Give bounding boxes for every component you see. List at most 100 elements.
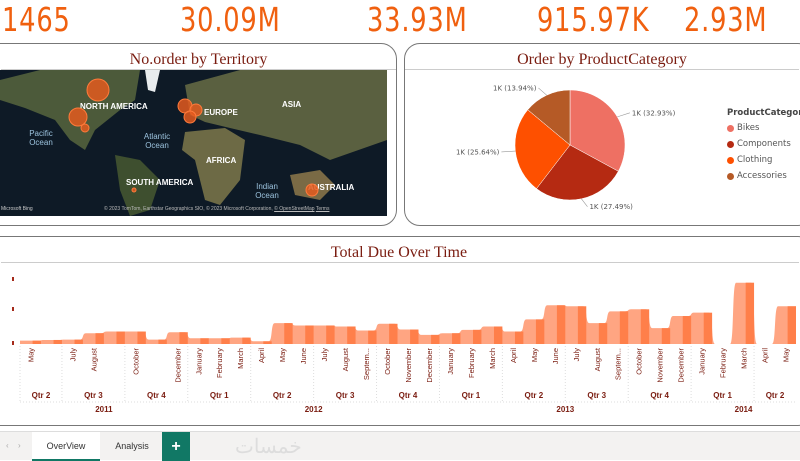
month-tick-label: December [677, 348, 686, 383]
area-point-2012-January[interactable] [200, 338, 209, 344]
area-point-2011-m6[interactable] [158, 339, 167, 344]
month-tick-label: February [215, 348, 224, 378]
label-europe: EUROPE [204, 108, 238, 117]
month-tick-label: April [257, 348, 266, 363]
quarter-label: Qtr 3 [587, 391, 606, 400]
area-point-2012-March[interactable] [242, 337, 251, 344]
bubble [86, 78, 110, 102]
area-point-2013-July[interactable] [577, 306, 587, 344]
area-point-2013-April[interactable] [514, 331, 524, 344]
watermark: خمسات [235, 436, 302, 458]
area-point-2012-April[interactable] [263, 341, 272, 344]
area-chart[interactable]: May July August October December January Febru… [0, 240, 800, 420]
legend-label: Bikes [737, 123, 760, 133]
prev-page-icon[interactable]: ‹ [6, 441, 9, 450]
pie-data-label: 1K (32.93%) [632, 109, 676, 117]
area-point-2012-November[interactable] [410, 329, 419, 344]
kpi-order-count: 1465 [2, 0, 71, 39]
bubble [305, 183, 319, 197]
pie-chart[interactable]: 1K (32.93%) 1K (27.49%) 1K (25.64%) 1K (13.… [405, 69, 705, 229]
territory-map[interactable]: NORTH AMERICA EUROPE ASIA AFRICA SOUTH A… [0, 70, 387, 216]
area-point-2011-m1[interactable] [53, 339, 62, 344]
label-north-america: NORTH AMERICA [80, 102, 148, 111]
area-point-2013-February[interactable] [473, 329, 482, 344]
month-tick-label: October [131, 348, 140, 375]
area-point-2012-May[interactable] [284, 323, 293, 344]
month-tick-label: July [320, 348, 329, 362]
area-point-2012-August[interactable] [347, 326, 356, 344]
month-tick-label: March [488, 348, 497, 369]
area-point-2013-October[interactable] [640, 309, 650, 344]
area-point-2011-July[interactable] [74, 339, 83, 344]
month-tick-label: Septem... [362, 348, 371, 380]
month-tick-label: March [236, 348, 245, 369]
add-page-button[interactable]: + [162, 432, 190, 461]
legend-item-bikes[interactable]: Bikes [727, 123, 800, 133]
bubble [80, 123, 90, 133]
area-point-2013-Septem...[interactable] [619, 311, 629, 344]
pie-leader-line [617, 112, 630, 118]
area-point-2012-June[interactable] [305, 325, 314, 344]
month-tick-label: April [761, 348, 770, 363]
legend-label: Accessories [737, 171, 787, 181]
month-tick-label: August [341, 347, 350, 371]
pie-slice-bikes[interactable] [569, 89, 626, 172]
pie-leader-line [581, 198, 588, 207]
kpi-value-2: 30.09M [180, 0, 281, 39]
month-tick-label: January [194, 348, 203, 375]
terms-link[interactable]: Terms [315, 206, 330, 212]
map-attribution: © 2023 TomTom, Earthstar Geographics SIO… [104, 206, 329, 212]
year-label: 2012 [305, 405, 323, 414]
area-point-2011-May[interactable] [32, 340, 41, 344]
area-point-2014-March[interactable] [745, 282, 755, 344]
legend-dot [727, 124, 734, 132]
month-tick-label: December [425, 348, 434, 383]
area-point-2014-May[interactable] [787, 306, 796, 344]
area-point-2011-October[interactable] [137, 331, 146, 344]
pie-title: Order by ProductCategory [517, 51, 687, 68]
kpi-value-4: 915.97K [537, 0, 650, 39]
area-point-2014-January[interactable] [703, 312, 713, 344]
legend-item-clothing[interactable]: Clothing [727, 155, 800, 165]
area-point-2013-May[interactable] [535, 319, 545, 344]
y-tick [12, 277, 14, 281]
area-point-2011-August[interactable] [95, 333, 104, 344]
legend-item-components[interactable]: Components [727, 139, 800, 149]
quarter-label: Qtr 4 [147, 391, 166, 400]
osm-link[interactable]: © OpenStreetMap [274, 206, 315, 212]
month-tick-label: February [719, 348, 728, 378]
area-point-2012-December[interactable] [431, 334, 440, 344]
legend-item-accessories[interactable]: Accessories [727, 171, 800, 181]
page-tabs: ‹ › OverView Analysis + خمسات [0, 431, 800, 461]
tab-analysis[interactable]: Analysis [115, 441, 149, 451]
area-point-2013-January[interactable] [452, 333, 461, 344]
label-australia: AUSTRALIA [308, 183, 355, 192]
pie-slice-components[interactable] [536, 144, 619, 201]
area-point-2013-November[interactable] [661, 328, 671, 344]
area-point-2012-October[interactable] [389, 323, 398, 344]
quarter-label: Qtr 1 [210, 391, 229, 400]
quarter-label: Qtr 2 [273, 391, 292, 400]
area-point-2013-December[interactable] [682, 316, 692, 344]
quarter-label: Qtr 4 [399, 391, 418, 400]
month-tick-label: Septem... [614, 348, 623, 380]
month-tick-label: May [782, 348, 791, 362]
area-point-2013-March[interactable] [493, 326, 503, 344]
tab-overview[interactable]: OverView [32, 432, 100, 461]
area-point-2012-February[interactable] [221, 338, 230, 344]
pie-slice-clothing[interactable] [514, 109, 571, 189]
legend-label: Clothing [737, 155, 773, 165]
pie-leader-line [501, 150, 516, 153]
month-tick-label: May [26, 348, 35, 362]
area-point-2012-July[interactable] [326, 325, 335, 344]
month-tick-label: August [593, 347, 602, 371]
area-point-2012-Septem...[interactable] [368, 330, 377, 344]
legend-label: Components [737, 139, 791, 149]
area-point-2013-August[interactable] [598, 323, 608, 344]
area-point-2011-m4[interactable] [116, 331, 125, 344]
area-point-2013-June[interactable] [556, 305, 566, 344]
next-page-icon[interactable]: › [18, 441, 21, 450]
area-point-2011-December[interactable] [179, 332, 188, 344]
map-land [0, 70, 387, 216]
month-tick-label: January [446, 348, 455, 375]
